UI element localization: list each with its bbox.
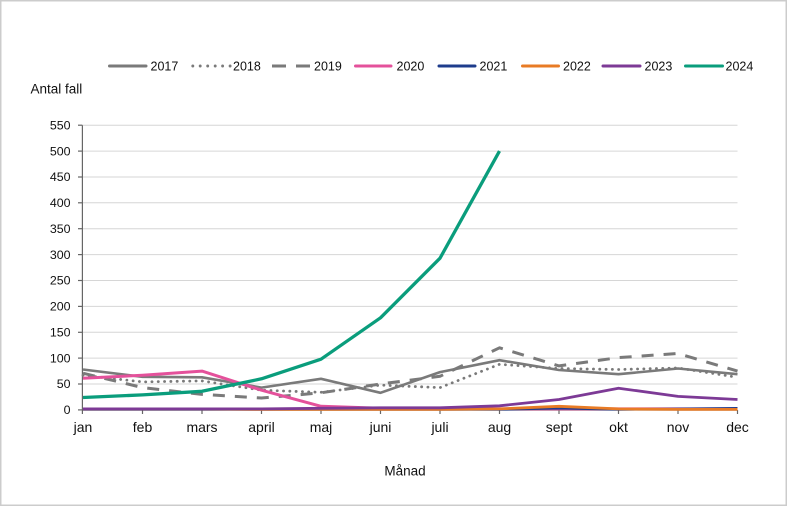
svg-text:jan: jan: [73, 419, 93, 435]
svg-text:aug: aug: [488, 419, 511, 435]
svg-text:Antal fall: Antal fall: [31, 82, 83, 97]
svg-text:2023: 2023: [645, 59, 673, 73]
svg-text:okt: okt: [609, 419, 628, 435]
svg-text:250: 250: [50, 274, 71, 288]
svg-text:sept: sept: [546, 419, 573, 435]
svg-text:2017: 2017: [151, 59, 179, 73]
svg-text:2019: 2019: [314, 59, 342, 73]
svg-text:nov: nov: [667, 419, 690, 435]
svg-text:550: 550: [50, 118, 71, 132]
svg-text:400: 400: [50, 196, 71, 210]
svg-text:mars: mars: [186, 419, 217, 435]
svg-text:50: 50: [57, 377, 71, 391]
svg-text:dec: dec: [726, 419, 749, 435]
svg-text:300: 300: [50, 248, 71, 262]
svg-text:100: 100: [50, 351, 71, 365]
svg-text:2021: 2021: [480, 59, 508, 73]
svg-text:maj: maj: [310, 419, 333, 435]
svg-text:2018: 2018: [233, 59, 261, 73]
svg-text:Månad: Månad: [384, 464, 425, 479]
svg-text:0: 0: [64, 403, 71, 417]
svg-text:450: 450: [50, 170, 71, 184]
svg-text:2022: 2022: [563, 59, 591, 73]
svg-text:2024: 2024: [726, 59, 754, 73]
svg-text:feb: feb: [133, 419, 153, 435]
svg-text:500: 500: [50, 144, 71, 158]
svg-text:2020: 2020: [397, 59, 425, 73]
svg-text:200: 200: [50, 300, 71, 314]
svg-text:juni: juni: [369, 419, 392, 435]
svg-text:april: april: [248, 419, 274, 435]
svg-text:150: 150: [50, 326, 71, 340]
svg-text:350: 350: [50, 222, 71, 236]
svg-text:juli: juli: [430, 419, 448, 435]
